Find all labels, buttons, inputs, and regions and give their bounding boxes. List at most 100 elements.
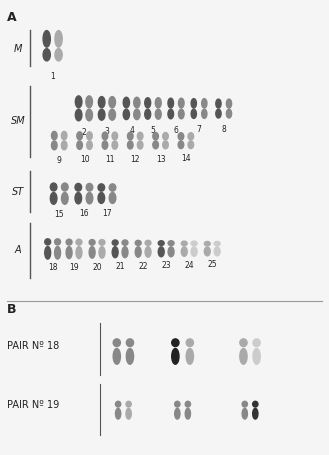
Ellipse shape	[204, 247, 210, 256]
Ellipse shape	[75, 183, 82, 191]
Ellipse shape	[98, 184, 105, 191]
Ellipse shape	[153, 141, 159, 149]
Ellipse shape	[135, 247, 141, 257]
Text: PAIR Nº 19: PAIR Nº 19	[7, 400, 59, 410]
Ellipse shape	[155, 98, 161, 108]
Text: 1: 1	[50, 72, 55, 81]
Ellipse shape	[61, 131, 67, 140]
Ellipse shape	[98, 109, 105, 120]
Ellipse shape	[242, 401, 247, 407]
Ellipse shape	[66, 239, 72, 245]
Ellipse shape	[123, 97, 130, 108]
Text: 15: 15	[54, 210, 64, 219]
Ellipse shape	[186, 349, 193, 364]
Ellipse shape	[145, 247, 151, 257]
Ellipse shape	[99, 247, 105, 258]
Ellipse shape	[75, 109, 82, 121]
Ellipse shape	[172, 349, 179, 364]
Ellipse shape	[98, 192, 105, 203]
Ellipse shape	[226, 99, 232, 108]
Ellipse shape	[188, 133, 193, 140]
Ellipse shape	[55, 30, 62, 47]
Ellipse shape	[89, 240, 95, 245]
Ellipse shape	[145, 98, 151, 108]
Text: 13: 13	[156, 155, 165, 164]
Ellipse shape	[55, 247, 61, 259]
Ellipse shape	[126, 339, 134, 347]
Ellipse shape	[240, 339, 247, 347]
Ellipse shape	[178, 133, 184, 140]
Ellipse shape	[253, 408, 258, 419]
Ellipse shape	[86, 109, 92, 121]
Ellipse shape	[115, 401, 121, 407]
Ellipse shape	[123, 109, 130, 120]
Ellipse shape	[214, 247, 220, 256]
Ellipse shape	[87, 132, 92, 140]
Ellipse shape	[168, 241, 174, 246]
Ellipse shape	[163, 141, 168, 149]
Ellipse shape	[98, 96, 105, 108]
Ellipse shape	[50, 183, 57, 191]
Ellipse shape	[175, 408, 180, 419]
Ellipse shape	[172, 339, 179, 347]
Ellipse shape	[135, 240, 141, 245]
Ellipse shape	[112, 141, 118, 149]
Ellipse shape	[45, 247, 51, 259]
Ellipse shape	[226, 109, 232, 118]
Ellipse shape	[191, 99, 196, 108]
Text: SM: SM	[11, 116, 25, 126]
Text: 5: 5	[151, 126, 155, 135]
Text: M: M	[14, 44, 22, 54]
Ellipse shape	[240, 349, 247, 364]
Ellipse shape	[113, 349, 120, 364]
Text: PAIR Nº 18: PAIR Nº 18	[7, 341, 59, 351]
Ellipse shape	[191, 109, 196, 118]
Ellipse shape	[138, 132, 143, 140]
Text: 11: 11	[105, 155, 114, 164]
Ellipse shape	[43, 30, 50, 47]
Ellipse shape	[62, 192, 68, 204]
Ellipse shape	[43, 49, 50, 61]
Ellipse shape	[109, 192, 116, 203]
Ellipse shape	[126, 349, 134, 364]
Ellipse shape	[50, 192, 57, 204]
Ellipse shape	[181, 241, 187, 246]
Text: 10: 10	[80, 156, 89, 164]
Ellipse shape	[216, 99, 221, 108]
Ellipse shape	[109, 184, 116, 191]
Ellipse shape	[191, 247, 197, 256]
Text: ST: ST	[12, 187, 24, 197]
Ellipse shape	[75, 96, 82, 108]
Text: 6: 6	[174, 126, 178, 135]
Ellipse shape	[253, 401, 258, 407]
Text: 7: 7	[197, 125, 201, 134]
Ellipse shape	[191, 241, 197, 246]
Ellipse shape	[122, 240, 128, 245]
Ellipse shape	[89, 247, 95, 258]
Ellipse shape	[163, 132, 168, 140]
Ellipse shape	[138, 141, 143, 149]
Text: 16: 16	[79, 209, 89, 218]
Ellipse shape	[126, 401, 131, 407]
Ellipse shape	[181, 247, 187, 256]
Ellipse shape	[168, 98, 174, 108]
Ellipse shape	[75, 192, 82, 204]
Ellipse shape	[126, 408, 131, 419]
Text: B: B	[7, 303, 16, 317]
Ellipse shape	[145, 109, 151, 119]
Ellipse shape	[109, 96, 115, 108]
Ellipse shape	[109, 109, 115, 120]
Text: A: A	[7, 11, 16, 25]
Ellipse shape	[86, 183, 93, 191]
Ellipse shape	[77, 132, 82, 140]
Text: 8: 8	[221, 125, 226, 134]
Ellipse shape	[76, 239, 82, 245]
Text: A: A	[15, 245, 21, 255]
Ellipse shape	[77, 141, 82, 149]
Ellipse shape	[214, 242, 220, 246]
Text: 2: 2	[82, 128, 86, 137]
Text: 18: 18	[48, 263, 57, 273]
Ellipse shape	[99, 240, 105, 245]
Ellipse shape	[66, 247, 72, 258]
Ellipse shape	[204, 242, 210, 246]
